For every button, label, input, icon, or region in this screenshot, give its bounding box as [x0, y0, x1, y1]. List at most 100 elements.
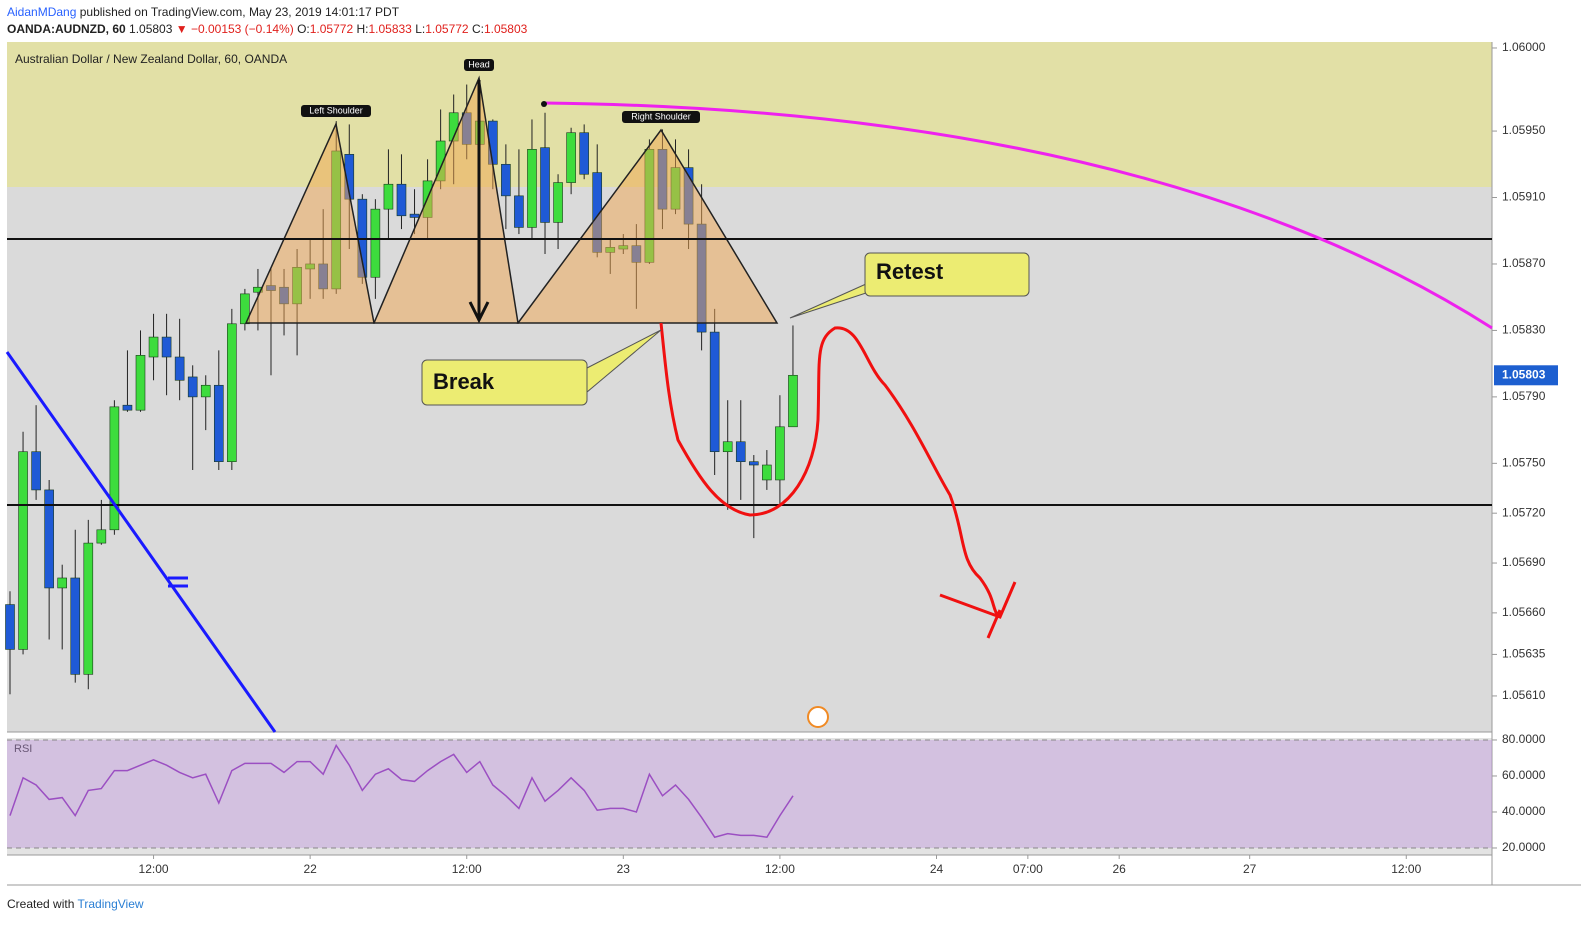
arrow-head	[468, 301, 490, 324]
candle-body	[122, 404, 133, 411]
chart: Australian Dollar / New Zealand Dollar, …	[5, 40, 1581, 886]
arc-line	[543, 101, 1493, 330]
candle-body	[527, 149, 537, 228]
candle-body	[722, 441, 733, 453]
candle-body	[540, 147, 550, 223]
header-line: AidanMDang published on TradingView.com,…	[7, 5, 399, 19]
candle-body	[70, 577, 81, 675]
rsi-tick-label: 40.0000	[1502, 804, 1546, 818]
rsi-line	[9, 743, 794, 839]
candle-body	[135, 355, 146, 411]
projection-path	[659, 322, 1000, 617]
x-tick-label: 24	[930, 862, 944, 876]
label-box	[464, 59, 494, 71]
candle-body	[148, 336, 159, 358]
candle-body	[735, 441, 746, 462]
candle-body	[213, 384, 224, 462]
drawings	[5, 59, 1493, 733]
head-triangle	[372, 75, 519, 324]
candle-body	[200, 384, 211, 398]
x-tick-label: 22	[303, 862, 317, 876]
annotation: Break	[433, 369, 495, 394]
o-label: O:	[297, 22, 310, 36]
candle-body	[31, 451, 41, 491]
right-shoulder-triangle	[516, 128, 779, 324]
candle-body	[174, 356, 185, 381]
rsi-tick-label: 80.0000	[1502, 732, 1546, 746]
candle-body	[187, 376, 198, 398]
author[interactable]: AidanMDang	[7, 5, 77, 19]
resistance-zone	[7, 42, 1492, 187]
candle-body	[553, 182, 563, 223]
trend-line	[5, 351, 277, 733]
event-icon[interactable]	[807, 706, 829, 728]
candle-body	[749, 461, 759, 466]
footer: Created with TradingView	[7, 897, 144, 911]
y-tick-label: 1.05790	[1502, 389, 1546, 403]
candle-body	[775, 426, 785, 481]
candle-body	[501, 163, 511, 197]
candle-body	[396, 183, 407, 217]
y-tick-label: 1.05720	[1502, 505, 1546, 519]
candle-body	[762, 464, 772, 481]
published: published on TradingView.com, May 23, 20…	[79, 5, 400, 19]
l-label: L:	[415, 22, 426, 36]
candle-body	[44, 489, 54, 589]
candle-body	[83, 542, 94, 675]
c-label: C:	[471, 22, 484, 36]
price: 1.05803	[129, 22, 173, 36]
candle-body	[227, 323, 237, 462]
l-value: 1.05772	[425, 22, 469, 36]
candle-body	[161, 336, 172, 358]
candle-body	[370, 208, 381, 278]
candle-body	[709, 331, 720, 453]
chart-title: Australian Dollar / New Zealand Dollar, …	[15, 52, 287, 66]
last-price-label: 1.05803	[1502, 367, 1546, 381]
annotation: Head	[468, 59, 490, 69]
y-tick-label: 1.05610	[1502, 688, 1546, 702]
rsi-band	[7, 739, 1492, 848]
candle-body	[383, 183, 394, 210]
y-tick-label: 1.05870	[1502, 256, 1546, 270]
y-tick-label: 1.05750	[1502, 456, 1546, 470]
rsi-title: RSI	[14, 743, 32, 755]
x-tick-label: 23	[617, 862, 631, 876]
candle-body	[96, 529, 107, 544]
candle-body	[18, 451, 28, 650]
retest-callout	[864, 252, 1030, 297]
x-tick-label: 12:00	[139, 862, 169, 876]
created: Created with	[7, 897, 75, 911]
x-tick-label: 07:00	[1013, 862, 1043, 876]
candle-body	[566, 132, 576, 183]
symbol-line: OANDA:AUDNZD, 60 1.05803 ▼ −0.00153 (−0.…	[7, 22, 527, 36]
c-value: 1.05803	[483, 22, 528, 36]
y-tick-label: 1.06000	[1502, 40, 1546, 54]
candle-body	[788, 374, 798, 428]
projection-mark	[939, 581, 1017, 639]
change: ▼ −0.00153 (−0.14%)	[175, 22, 294, 36]
last-price-box	[1494, 365, 1558, 386]
y-tick-label: 1.05690	[1502, 555, 1546, 569]
candle-body	[5, 604, 15, 650]
candle-body	[240, 293, 250, 325]
h-value: 1.05833	[368, 22, 412, 36]
candle-body	[409, 213, 420, 218]
left-shoulder-triangle	[244, 121, 375, 324]
break-callout	[421, 359, 588, 406]
arc-anchor	[541, 101, 547, 107]
candle-body	[514, 195, 524, 228]
y-tick-label: 1.05635	[1502, 647, 1546, 661]
annotation: Left Shoulder	[309, 105, 363, 115]
y-tick-label: 1.05910	[1502, 190, 1546, 204]
y-tick-label: 1.05660	[1502, 605, 1546, 619]
label-box	[622, 111, 700, 123]
x-tick-label: 12:00	[452, 862, 482, 876]
rsi-tick-label: 20.0000	[1502, 840, 1546, 854]
x-tick-label: 26	[1113, 862, 1127, 876]
y-tick-label: 1.05950	[1502, 123, 1546, 137]
h-label: H:	[356, 22, 369, 36]
x-tick-label: 12:00	[765, 862, 795, 876]
brand[interactable]: TradingView	[77, 897, 144, 911]
candle-body	[579, 132, 589, 175]
